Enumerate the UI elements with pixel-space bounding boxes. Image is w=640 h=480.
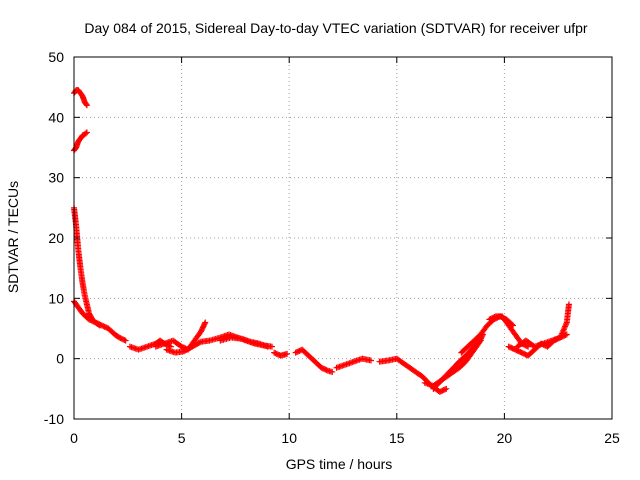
data-point [196, 339, 203, 346]
data-point [443, 385, 450, 392]
y-tick-label: -10 [44, 411, 64, 427]
series-arc-a [71, 87, 90, 109]
x-tick-label: 5 [178, 430, 186, 446]
data-point [329, 368, 336, 375]
y-tick-label: 10 [48, 290, 64, 306]
data-point [442, 386, 449, 393]
data-point [202, 319, 209, 326]
y-tick-label: 0 [56, 351, 64, 367]
data-point [367, 357, 374, 364]
data-points [71, 87, 572, 395]
series-arc-c [71, 204, 103, 329]
y-axis-label: SDTVAR / TECUs [5, 181, 21, 293]
series-arc-d [71, 298, 129, 344]
data-point [201, 320, 208, 327]
series-arc-i [271, 349, 291, 359]
data-point [264, 343, 271, 350]
data-point [323, 367, 330, 374]
x-tick-label: 0 [70, 430, 78, 446]
grid [74, 57, 612, 419]
series-arc-n [430, 337, 484, 392]
chart-title: Day 084 of 2015, Sidereal Day-to-day VTE… [84, 20, 588, 36]
data-point [565, 301, 572, 308]
data-point [83, 129, 90, 136]
series-arc-l [376, 355, 450, 395]
series-arc-j [292, 346, 336, 375]
data-point [284, 350, 291, 357]
data-point [122, 337, 129, 344]
axis-ticks: 0 5 10 15 20 25 -10 0 10 20 30 40 50 [44, 49, 620, 446]
y-tick-label: 30 [48, 170, 64, 186]
data-point [121, 336, 128, 343]
series-arc-p [486, 313, 532, 350]
data-point [83, 102, 90, 109]
x-tick-label: 15 [389, 430, 405, 446]
series-arc-k [333, 355, 374, 371]
y-tick-label: 20 [48, 230, 64, 246]
series-arc-r [514, 301, 572, 350]
y-tick-label: 40 [48, 109, 64, 125]
data-point [476, 338, 483, 345]
series-arc-f [152, 319, 209, 353]
y-tick-label: 50 [48, 49, 64, 65]
x-tick-label: 20 [497, 430, 513, 446]
data-point [563, 331, 570, 338]
data-point [82, 130, 89, 137]
data-point [477, 337, 484, 344]
x-tick-label: 25 [604, 430, 620, 446]
x-tick-label: 10 [281, 430, 297, 446]
series-arc-h [217, 334, 271, 350]
series-arc-b [71, 129, 90, 154]
x-axis-label: GPS time / hours [286, 456, 393, 472]
data-point [83, 101, 90, 108]
